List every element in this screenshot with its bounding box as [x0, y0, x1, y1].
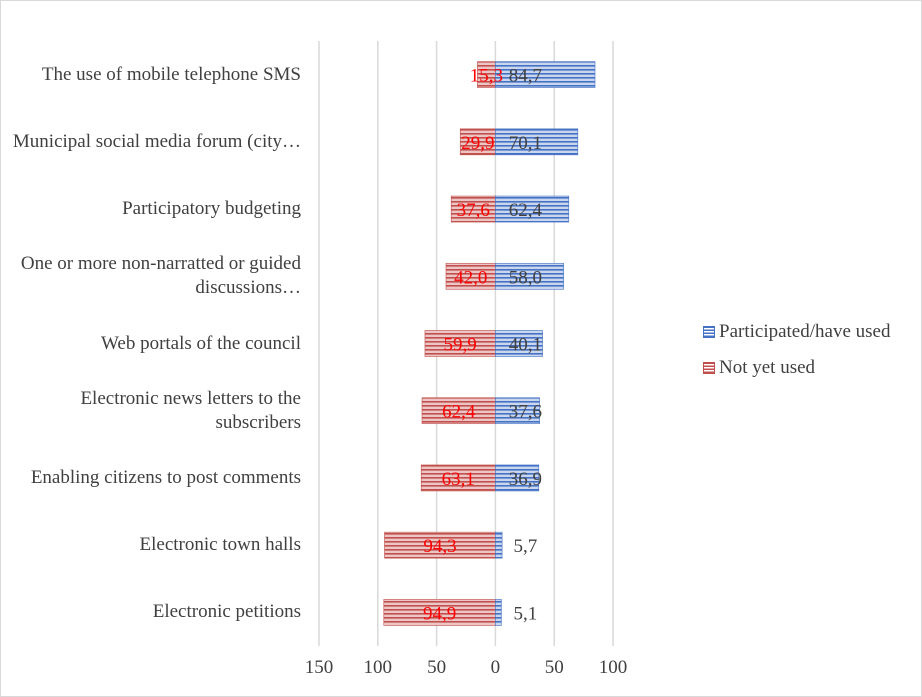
data-label-not-yet-used-3: 42,0	[454, 267, 487, 288]
bar-participated-1	[495, 128, 579, 156]
data-label-participated-1: 70,1	[509, 133, 542, 154]
legend-label-0: Participated/have used	[719, 321, 891, 342]
legend-swatch-1	[703, 362, 715, 374]
x-tick-label-1: 100	[364, 657, 393, 678]
data-label-participated-8: 5,1	[514, 603, 538, 624]
data-label-not-yet-used-2: 37,6	[457, 200, 490, 221]
legend-swatch-0	[703, 326, 715, 338]
data-label-not-yet-used-1: 29,9	[461, 133, 494, 154]
x-axis-ticks: 150 100 50 0 50 100	[305, 657, 628, 678]
x-tick-label-5: 100	[599, 657, 628, 678]
data-label-participated-4: 40,1	[509, 335, 542, 356]
bar-participated-7	[495, 531, 503, 559]
category-label-3: One or more non-narratted or guided disc…	[20, 253, 301, 299]
bar-participated-2	[495, 195, 570, 223]
data-label-not-yet-used-4: 59,9	[444, 335, 477, 356]
legend-item-1: Not yet used	[703, 357, 815, 379]
data-label-participated-7: 5,7	[514, 536, 538, 557]
bar-not-yet-used-4	[424, 330, 496, 357]
data-label-participated-6: 36,9	[509, 469, 542, 490]
data-label-participated-3: 58,0	[509, 267, 542, 288]
data-label-participated-5: 37,6	[509, 402, 542, 423]
bar-not-yet-used-8	[383, 599, 496, 626]
bar-participated-8	[495, 599, 502, 626]
data-label-not-yet-used-6: 63,1	[442, 469, 475, 490]
category-label-7: Electronic town halls	[139, 534, 301, 556]
category-label-8: Electronic petitions	[152, 601, 301, 623]
category-label-1: Municipal social media forum (city…	[12, 130, 301, 152]
data-label-not-yet-used-7: 94,3	[423, 536, 456, 557]
data-labels: 15,3 84,7 29,9 70,1 37,6 62,4 42,0 58,0 59,9 40,1…	[423, 66, 543, 625]
bar-participated-6	[495, 464, 540, 492]
data-label-participated-2: 62,4	[509, 200, 543, 221]
bars	[383, 61, 596, 626]
x-tick-label-0: 150	[305, 657, 334, 678]
category-label-5: Electronic news letters to the subscribe…	[80, 387, 301, 433]
x-tick-label-4: 50	[545, 657, 564, 678]
category-label-4: Web portals of the council	[100, 332, 301, 354]
category-label-6: Enabling citizens to post comments	[30, 466, 301, 488]
bar-not-yet-used-3	[445, 262, 496, 290]
data-label-participated-0: 84,7	[509, 66, 542, 87]
bar-not-yet-used-1	[459, 128, 496, 156]
data-label-not-yet-used-5: 62,4	[442, 402, 476, 423]
bar-not-yet-used-7	[384, 531, 496, 559]
x-tick-label-2: 50	[427, 657, 446, 678]
legend-item-0: Participated/have used	[703, 321, 890, 343]
category-label-2: Participatory budgeting	[122, 198, 301, 220]
bar-not-yet-used-5	[421, 397, 496, 425]
bar-participated-5	[495, 397, 540, 425]
bar-not-yet-used-2	[450, 195, 496, 223]
bar-participated-3	[495, 262, 564, 290]
data-label-not-yet-used-8: 94,9	[423, 603, 456, 624]
x-tick-label-3: 0	[491, 657, 501, 678]
bar-participated-4	[495, 330, 543, 357]
data-label-not-yet-used-0: 15,3	[470, 66, 503, 87]
category-label-0: The use of mobile telephone SMS	[41, 63, 301, 85]
legend-label-1: Not yet used	[719, 357, 816, 378]
bar-participated-0	[495, 61, 596, 88]
